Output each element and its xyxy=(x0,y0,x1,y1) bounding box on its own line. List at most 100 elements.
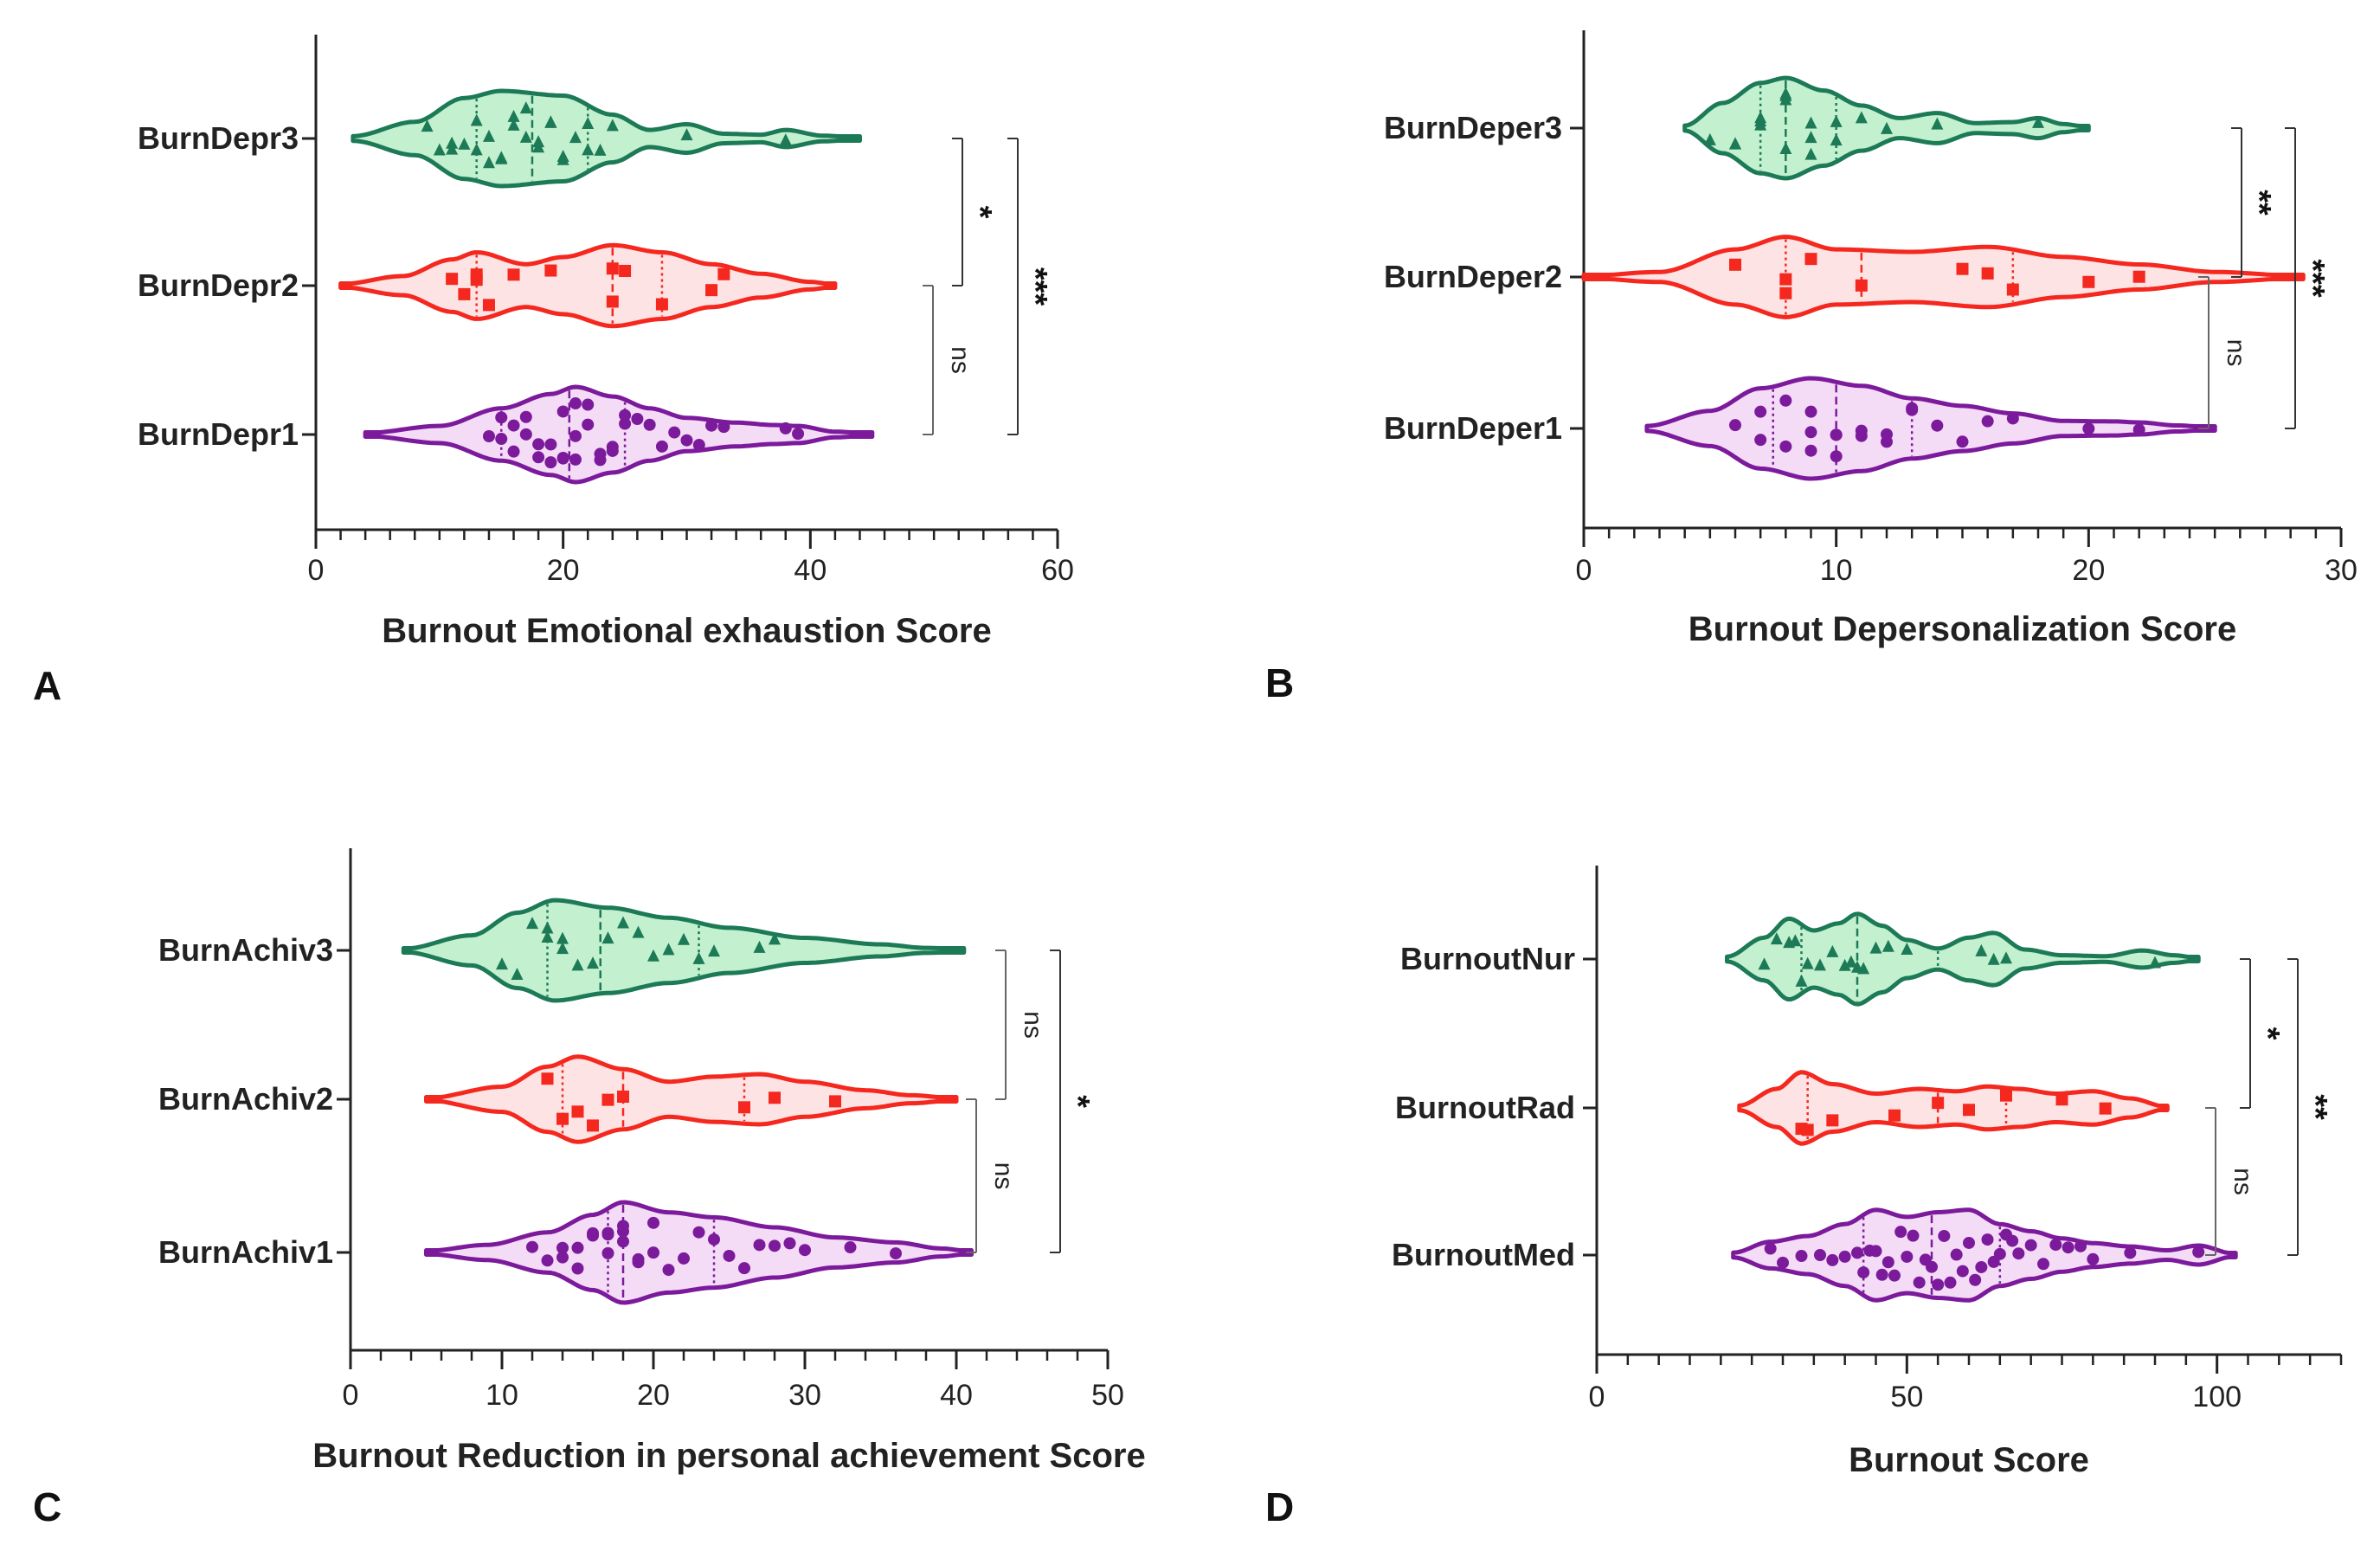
data-point xyxy=(582,117,595,130)
data-point xyxy=(678,932,690,945)
significance-label: ns xyxy=(2229,1168,2257,1195)
data-point xyxy=(1830,450,1843,463)
data-point xyxy=(2082,275,2095,288)
violin-BurnDepr3 xyxy=(351,88,862,189)
data-point xyxy=(511,967,524,980)
data-point xyxy=(1804,405,1817,418)
data-point xyxy=(556,452,569,465)
x-tick-label: 40 xyxy=(940,1379,973,1412)
data-point xyxy=(779,133,792,146)
data-point xyxy=(680,434,693,447)
y-tick-label: BurnoutNur xyxy=(1400,941,1575,976)
x-tick-label: 0 xyxy=(308,554,325,587)
data-point xyxy=(544,456,557,469)
violin-BurnAchiv1 xyxy=(424,1200,974,1305)
data-point xyxy=(1838,1250,1851,1263)
data-point xyxy=(779,422,792,435)
panel-letter: B xyxy=(1265,660,1294,705)
data-point xyxy=(717,267,730,280)
data-point xyxy=(643,418,656,431)
data-point xyxy=(1777,1256,1789,1269)
data-point xyxy=(519,130,532,143)
data-point xyxy=(601,1246,614,1259)
x-tick-label: 0 xyxy=(1576,554,1592,587)
data-point xyxy=(1830,428,1843,441)
data-point xyxy=(1779,286,1792,299)
x-tick-label: 10 xyxy=(486,1379,518,1412)
data-point xyxy=(723,1249,736,1262)
data-point xyxy=(470,113,483,126)
data-point xyxy=(1758,957,1771,970)
data-point xyxy=(1754,405,1767,418)
violin-BurnoutMed xyxy=(1731,1207,2238,1303)
data-point xyxy=(1826,1114,1839,1127)
data-point xyxy=(680,128,693,141)
data-point xyxy=(2032,115,2044,128)
data-point xyxy=(1869,1245,1882,1258)
data-point xyxy=(2149,956,2161,969)
data-point xyxy=(1764,1242,1777,1255)
data-point xyxy=(541,1072,554,1085)
data-point xyxy=(1855,424,1868,437)
data-point xyxy=(619,409,632,422)
data-point xyxy=(617,1235,629,1248)
x-axis-title: Burnout Score xyxy=(1849,1441,2089,1479)
data-point xyxy=(769,1239,781,1252)
data-point xyxy=(1826,1253,1839,1266)
data-point xyxy=(1931,419,1944,432)
data-point xyxy=(541,1254,554,1267)
data-point xyxy=(601,1228,614,1241)
violin-BurnoutNur xyxy=(1725,911,2201,1007)
data-point xyxy=(1857,1266,1870,1279)
x-tick-label: 50 xyxy=(1890,1381,1923,1413)
data-point xyxy=(1875,1268,1888,1281)
data-point xyxy=(556,1251,569,1264)
data-point xyxy=(587,956,599,969)
data-point xyxy=(1981,415,1994,428)
data-point xyxy=(507,268,520,281)
data-point xyxy=(2006,1234,2019,1247)
data-point xyxy=(446,273,459,286)
significance-label: ns xyxy=(946,346,975,374)
data-point xyxy=(1801,1123,1814,1136)
data-point xyxy=(594,454,607,467)
violin-BurnAchiv2 xyxy=(424,1054,959,1144)
data-point xyxy=(1804,253,1817,266)
data-point xyxy=(519,101,532,114)
violin-BurnDeper3 xyxy=(1682,75,2091,181)
data-point xyxy=(829,1095,841,1108)
data-point xyxy=(1789,934,1802,947)
data-point xyxy=(1814,958,1826,971)
data-point xyxy=(1801,956,1814,969)
data-point xyxy=(587,1229,599,1242)
data-point xyxy=(556,1241,569,1254)
data-point xyxy=(1906,402,1919,415)
panel-d: 0 50 100 BurnoutNur BurnoutRad BurnoutMed Burn… xyxy=(1265,866,2343,1529)
data-point xyxy=(1969,1273,1982,1286)
data-point xyxy=(507,118,520,131)
data-point xyxy=(1901,942,1914,955)
data-point xyxy=(526,917,538,930)
y-tick-label: BurnDeper1 xyxy=(1384,410,1562,446)
data-point xyxy=(2037,1258,2049,1271)
y-tick-label: BurnDepr3 xyxy=(138,120,299,156)
significance-bracket: ns xyxy=(995,950,1047,1100)
violin-body xyxy=(1725,911,2201,1007)
data-point xyxy=(617,1090,629,1103)
data-point xyxy=(1838,958,1851,971)
data-point xyxy=(678,1252,690,1265)
data-point xyxy=(569,397,582,410)
x-axis-title: Burnout Emotional exhaustion Score xyxy=(382,612,992,650)
data-point xyxy=(1855,279,1868,292)
significance-label: * xyxy=(2249,1027,2286,1040)
data-point xyxy=(446,136,459,149)
y-tick-label: BurnAchiv2 xyxy=(158,1081,333,1117)
data-point xyxy=(1770,932,1783,945)
x-tick-label: 30 xyxy=(2325,554,2357,587)
data-point xyxy=(606,295,619,308)
data-point xyxy=(526,1240,538,1253)
data-point xyxy=(482,299,495,312)
violin-body xyxy=(1581,235,2306,319)
data-point xyxy=(544,438,557,451)
